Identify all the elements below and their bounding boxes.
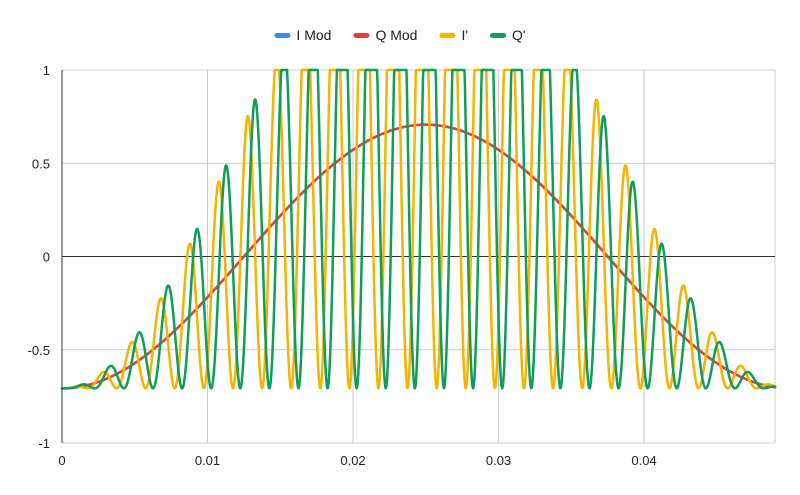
- legend-swatch-i-mod: [274, 33, 291, 38]
- legend-label-q: Q': [512, 27, 526, 43]
- series-line-q: [60, 68, 777, 390]
- x-tick-label: 0.03: [486, 453, 511, 468]
- legend: I Mod Q Mod I' Q': [274, 27, 526, 43]
- x-tick-label: 0.01: [195, 453, 220, 468]
- plot-area: [60, 68, 777, 390]
- y-tick-label: -1: [38, 436, 50, 451]
- legend-swatch-q-mod: [353, 33, 370, 38]
- x-tick-label: 0.02: [340, 453, 365, 468]
- y-tick-label: 1: [43, 63, 50, 78]
- legend-label-i: I': [461, 27, 468, 43]
- y-tick-label: 0.5: [32, 156, 50, 171]
- y-tick-label: 0: [43, 250, 50, 265]
- legend-label-i-mod: I Mod: [296, 27, 331, 43]
- axes: 0 0.01 0.02 0.03 0.04 -1 -0.5 0 0.5 1: [28, 63, 657, 468]
- legend-label-q-mod: Q Mod: [375, 27, 417, 43]
- legend-swatch-i: [439, 33, 456, 38]
- x-tick-label: 0.04: [631, 453, 656, 468]
- series-line-i: [60, 68, 777, 390]
- x-tick-label: 0: [58, 453, 65, 468]
- y-tick-label: -0.5: [28, 343, 50, 358]
- legend-swatch-q: [490, 33, 507, 38]
